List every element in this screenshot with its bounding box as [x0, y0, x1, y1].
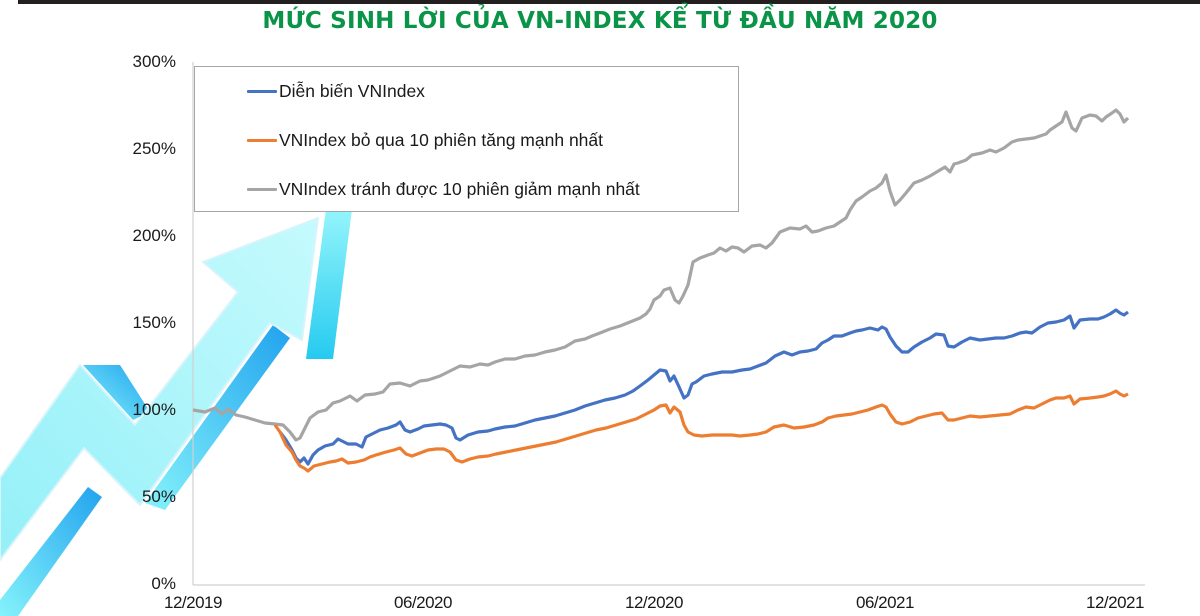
y-tick-200: 200% [132, 226, 176, 245]
chart-legend: Diễn biến VNIndex VNIndex bỏ qua 10 phiê… [194, 66, 739, 212]
y-tick-250: 250% [132, 139, 176, 158]
series-skip-10-best-days-line [273, 389, 1129, 473]
x-tick-12-2019: 12/2019 [164, 593, 222, 612]
y-tick-0: 0% [151, 574, 176, 593]
y-tick-50: 50% [141, 487, 176, 506]
rising-arrow-icon [0, 209, 352, 616]
legend-label: Diễn biến VNIndex [279, 80, 425, 101]
x-tick-06-2021: 06/2021 [856, 593, 914, 612]
legend-item-vnindex: Diễn biến VNIndex [247, 79, 425, 103]
y-tick-150: 150% [132, 313, 176, 332]
y-tick-100: 100% [132, 400, 176, 419]
legend-swatch-blue-icon [247, 89, 277, 93]
legend-label: VNIndex tránh được 10 phiên giảm mạnh nh… [279, 178, 640, 199]
legend-item-avoid-worst-days: VNIndex tránh được 10 phiên giảm mạnh nh… [247, 177, 640, 201]
series-avoid-10-worst-days-line [192, 108, 1130, 442]
y-tick-300: 300% [132, 52, 176, 71]
x-tick-12-2021: 12/2021 [1086, 593, 1144, 612]
x-tick-12-2020: 12/2020 [625, 593, 683, 612]
legend-swatch-orange-icon [247, 138, 277, 142]
legend-label: VNIndex bỏ qua 10 phiên tăng mạnh nhất [279, 129, 603, 150]
legend-swatch-gray-icon [247, 187, 277, 191]
top-border-bar [18, 0, 1200, 4]
x-tick-06-2020: 06/2020 [394, 593, 452, 612]
chart-title: MỨC SINH LỜI CỦA VN-INDEX KỂ TỪ ĐẦU NĂM … [262, 8, 938, 34]
legend-item-skip-best-days: VNIndex bỏ qua 10 phiên tăng mạnh nhất [247, 128, 603, 152]
series-vnindex-line [278, 308, 1129, 466]
